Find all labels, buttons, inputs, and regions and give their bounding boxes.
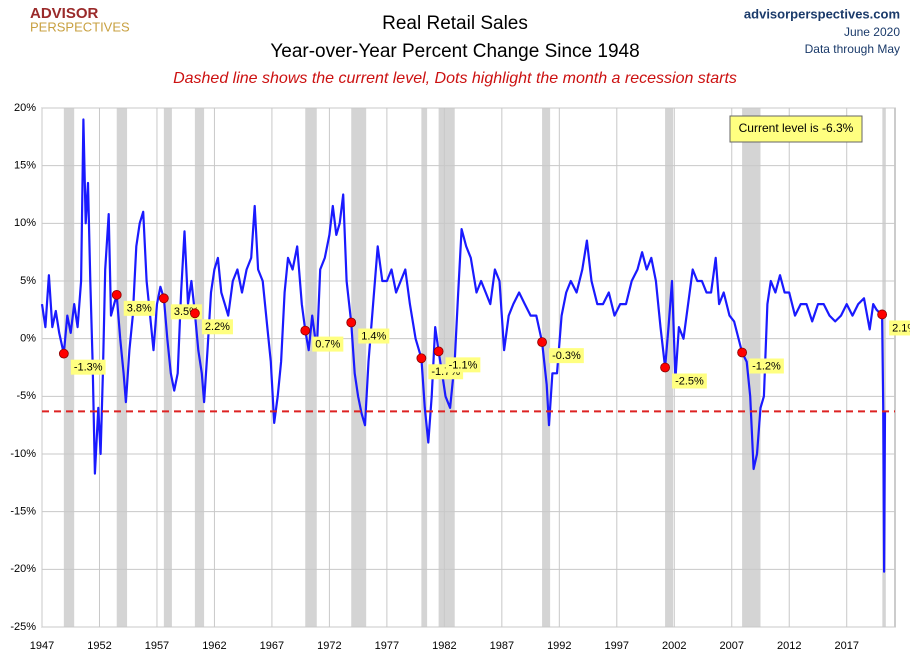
value-label-box: [358, 328, 390, 344]
recession-band: [194, 108, 205, 627]
y-tick-label: 20%: [14, 102, 36, 114]
recession-dot: [877, 309, 888, 320]
logo: ADVISOR: [30, 5, 99, 22]
value-label: -1.2%: [752, 360, 781, 372]
recession-band: [63, 108, 75, 627]
recession-dot: [433, 346, 444, 357]
data-line: [40, 118, 887, 573]
annotation: Current level is -6.3%: [739, 121, 854, 135]
value-label: -2.5%: [675, 375, 704, 387]
recession-dot: [189, 308, 200, 319]
y-tick-label: -5%: [16, 390, 36, 402]
y-tick-label: 5%: [20, 275, 36, 287]
x-tick-label: 1992: [547, 640, 571, 652]
y-tick-label: -10%: [10, 448, 36, 460]
recession-band: [305, 108, 317, 627]
recession-band: [421, 108, 428, 627]
y-tick-label: 0%: [20, 333, 36, 345]
x-tick-label: 1987: [490, 640, 514, 652]
x-tick-label: 2002: [662, 640, 686, 652]
value-label-box: [889, 320, 910, 336]
logo: PERSPECTIVES: [30, 19, 130, 34]
recession-band: [542, 108, 551, 627]
y-tick-label: 15%: [14, 160, 36, 172]
recession-band: [882, 108, 886, 627]
value-label: -0.3%: [552, 350, 581, 362]
recession-dot: [737, 347, 748, 358]
value-label-box: [123, 300, 155, 316]
recession-band: [116, 108, 128, 627]
y-tick-label: -20%: [10, 563, 36, 575]
y-tick-label: -15%: [10, 506, 36, 518]
x-tick-label: 1962: [202, 640, 226, 652]
value-label: 1.4%: [361, 330, 386, 342]
x-tick-label: 2007: [720, 640, 744, 652]
x-tick-label: 1952: [87, 640, 111, 652]
value-label: 3.8%: [127, 303, 152, 315]
value-label: 2.1%: [892, 322, 910, 334]
recession-dot: [660, 362, 670, 373]
x-tick-label: 2012: [777, 640, 801, 652]
y-tick-label: 10%: [14, 217, 36, 229]
site: advisorperspectives.com: [744, 6, 900, 21]
recession-dot: [346, 317, 357, 328]
x-tick-label: 1982: [432, 640, 456, 652]
value-label: 0.7%: [315, 338, 340, 350]
y-tick-label: -25%: [10, 621, 36, 633]
value-label-box: [749, 358, 784, 374]
value-label-box: [445, 357, 481, 373]
x-tick-label: 1972: [317, 640, 341, 652]
recession-band: [351, 108, 367, 627]
x-tick-label: 1977: [375, 640, 399, 652]
value-label-box: [312, 336, 344, 352]
chart-title: Real Retail Sales: [382, 13, 528, 34]
recession-dot: [537, 337, 547, 348]
value-label-box: [549, 348, 584, 364]
value-label: -1.1%: [449, 359, 478, 371]
recession-band: [163, 108, 172, 627]
chart-note: Dashed line shows the current level, Dot…: [173, 70, 737, 87]
recession-dot: [158, 293, 169, 304]
x-tick-label: 2017: [834, 640, 858, 652]
chart-subtitle: Year-over-Year Percent Change Since 1948: [270, 41, 639, 62]
x-tick-label: 1947: [30, 640, 54, 652]
x-tick-label: 1997: [605, 640, 629, 652]
annotation-box: [729, 115, 863, 143]
value-label-box: [70, 359, 106, 375]
date: June 2020: [844, 25, 900, 39]
recession-dot: [416, 353, 427, 364]
x-tick-label: 1967: [260, 640, 284, 652]
recession-dot: [58, 348, 69, 359]
recession-dot: [111, 289, 122, 300]
data-note: Data through May: [805, 42, 900, 56]
value-label-box: [672, 373, 707, 389]
value-label: -1.3%: [74, 362, 103, 374]
value-label: 2.2%: [205, 321, 230, 333]
recession-dot: [300, 325, 311, 336]
value-label-box: [201, 319, 233, 335]
x-tick-label: 1957: [145, 640, 169, 652]
